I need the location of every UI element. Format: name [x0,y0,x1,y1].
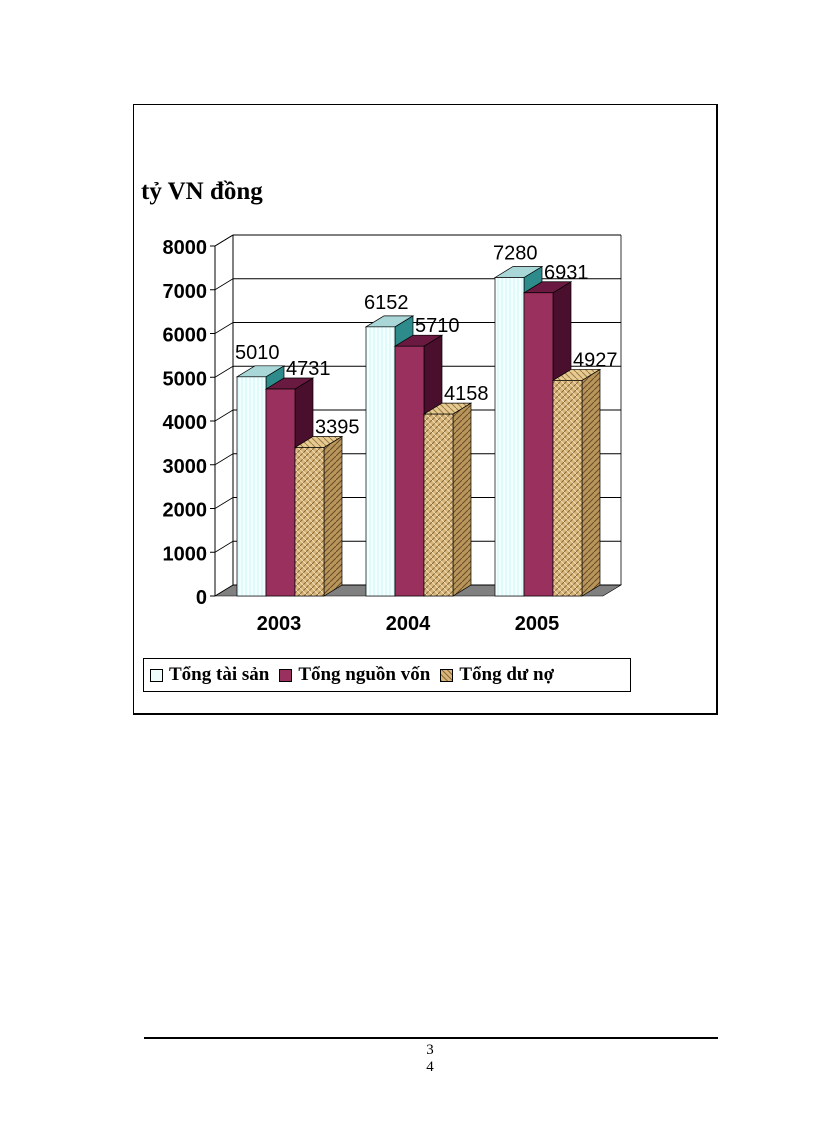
gridline-side [214,584,234,597]
gridline-side [214,453,234,466]
bar-front [294,447,325,597]
legend-item-total-assets: Tổng tài sản [150,664,269,686]
bar-front [394,345,425,597]
data-label: 4927 [573,349,618,371]
bar-front [423,413,454,597]
x-tick-label: 2003 [257,613,302,635]
gridline-side [214,540,234,553]
legend-label-total-loans: Tổng dư nợ [459,664,555,685]
gridline-side [214,322,234,334]
bar-front [552,380,583,597]
x-tick-label: 2004 [386,613,431,635]
data-label: 4158 [444,383,489,405]
bar-side [452,402,472,597]
bar-2003-2 [293,435,344,597]
x-tick-label: 2005 [515,613,560,635]
page-number-line-2: 4 [426,1059,434,1075]
bar-front [523,292,554,597]
y-axis-unit-label: tỷ VN đồng [141,178,263,205]
gridline-side [214,409,234,422]
data-label: 4731 [286,358,331,380]
y-tick-label: 3000 [163,456,208,478]
legend-item-total-loans: Tổng dư nợ [440,664,554,686]
data-label: 6152 [364,292,409,314]
data-label: 6931 [544,262,589,284]
bar-side [323,435,343,597]
legend-item-total-funding: Tổng nguồn vốn [279,664,430,686]
legend-swatch-total-assets [150,668,163,682]
bar-front [236,376,267,597]
data-label: 7280 [493,243,538,265]
bar-2005-2 [551,368,602,597]
gridline-side [214,278,234,291]
data-label: 5010 [235,342,280,364]
gridline-side [214,365,234,378]
y-tick-label: 7000 [163,281,208,303]
page-number: 3 4 [420,1042,440,1076]
legend: Tổng tài sản Tổng nguồn vốn Tổng dư nợ [143,658,631,692]
bar-front [365,326,396,597]
gridline-side [214,234,234,247]
footer-rule [144,1037,718,1039]
axes: 0 1000 2000 3000 4000 5000 6000 7000 8000 2003 200… [163,237,560,635]
legend-swatch-total-loans [440,668,454,682]
y-tick-label: 1000 [163,543,208,565]
y-tick-label: 8000 [163,237,208,259]
bar-side [581,368,601,597]
bar-front [265,388,296,597]
gridline-side [214,497,234,509]
y-tick-label: 0 [196,587,207,609]
legend-swatch-total-funding [279,668,293,682]
bar-front [494,277,525,597]
data-label: 3395 [315,416,360,438]
y-tick-label: 2000 [163,500,208,522]
legend-label-total-funding: Tổng nguồn vốn [298,664,431,685]
y-tick-label: 5000 [163,368,208,390]
chart-frame [133,104,718,715]
bars [235,265,602,597]
y-tick-label: 4000 [163,412,208,434]
data-label: 5710 [415,315,460,337]
y-tick-label: 6000 [163,325,208,347]
labels: 5010 4731 3395 6152 5710 4158 7280 6931 4927 [235,243,618,439]
bar-2004-2 [422,402,473,597]
page-number-line-1: 3 [426,1042,434,1058]
legend-label-total-assets: Tổng tài sản [169,664,270,685]
